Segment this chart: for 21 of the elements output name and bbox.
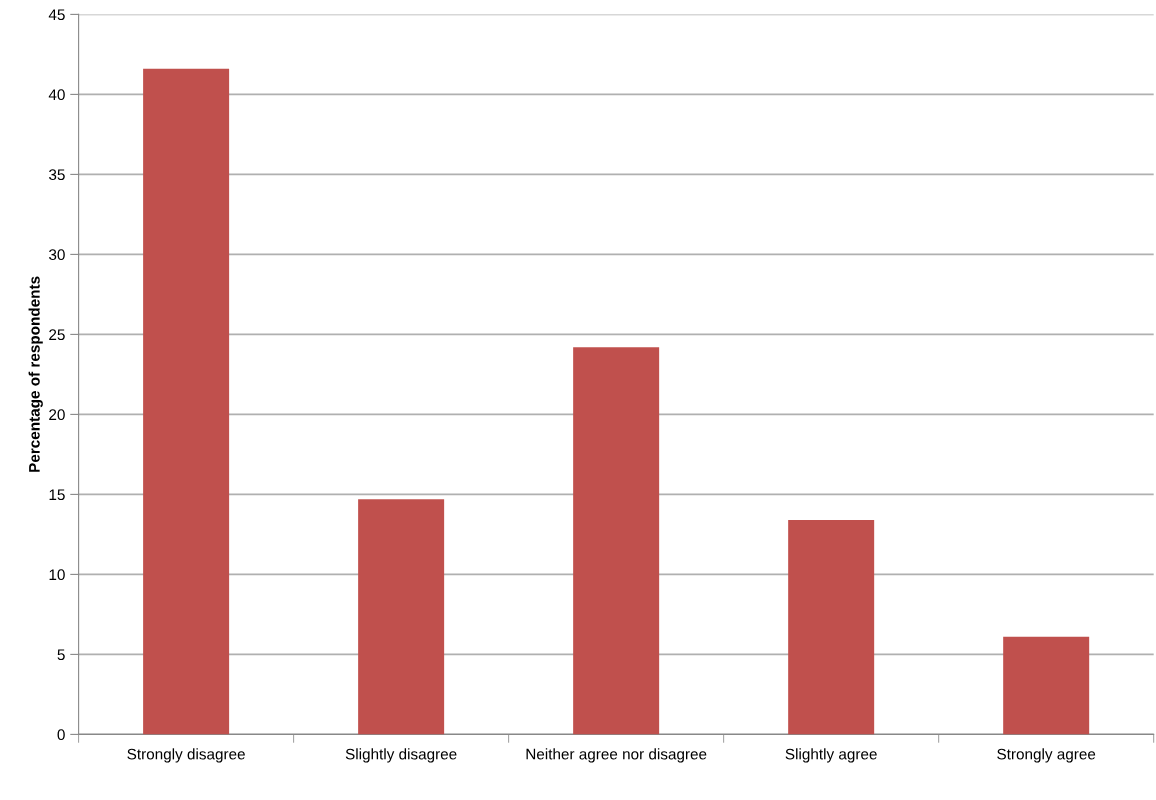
bar — [1003, 636, 1090, 735]
bar — [788, 520, 875, 735]
x-tick-label: Strongly disagree — [127, 748, 245, 763]
y-tick-label: 45 — [48, 9, 65, 21]
y-axis-title: Percentage of respondents — [28, 276, 43, 472]
y-tick-label: 15 — [49, 489, 65, 501]
bar — [358, 499, 445, 735]
x-tick-label: Neither agree nor disagree — [526, 748, 707, 763]
bar — [573, 347, 660, 735]
y-tick-label: 35 — [49, 169, 65, 181]
x-tick-label: Strongly agree — [997, 748, 1096, 763]
y-tick-label: 40 — [48, 89, 65, 101]
y-tick-label: 25 — [49, 329, 65, 341]
y-tick-label: 20 — [49, 409, 65, 421]
x-tick-label: Slightly disagree — [345, 748, 457, 763]
y-tick-label: 5 — [57, 649, 65, 661]
y-tick-label: 0 — [57, 729, 65, 741]
x-tick-label: Slightly agree — [785, 748, 877, 763]
y-tick-label: 30 — [49, 249, 65, 261]
bar — [143, 68, 230, 735]
y-tick-label: 10 — [49, 569, 65, 581]
